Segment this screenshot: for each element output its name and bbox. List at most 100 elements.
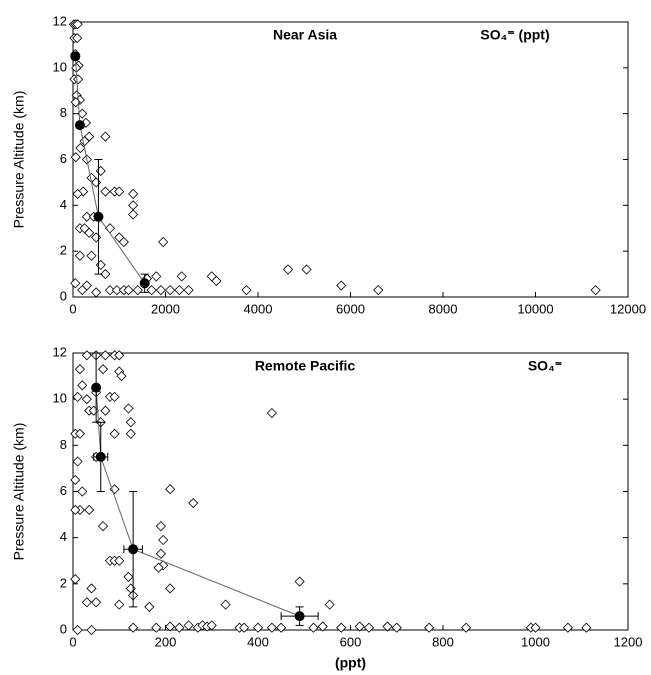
data-point — [128, 622, 139, 633]
mean-point — [93, 211, 104, 222]
data-point — [70, 278, 81, 289]
data-point — [95, 259, 106, 270]
data-point — [91, 287, 102, 298]
y-tick-label: 0 — [60, 288, 67, 303]
data-point — [100, 131, 111, 142]
data-point — [165, 484, 176, 495]
data-point — [165, 621, 176, 632]
data-point — [95, 165, 106, 177]
x-tick-label: 2000 — [151, 301, 180, 316]
data-point — [111, 285, 123, 296]
data-point — [77, 486, 88, 497]
data-point — [165, 583, 176, 594]
data-point — [70, 152, 81, 163]
data-point — [128, 188, 139, 199]
y-tick-label: 8 — [60, 437, 67, 452]
y-tick-label: 2 — [60, 575, 67, 590]
data-point — [590, 285, 601, 296]
plot-frame — [72, 21, 629, 298]
data-point — [155, 285, 166, 296]
data-point — [354, 621, 365, 632]
data-point — [241, 285, 252, 296]
data-point — [81, 597, 92, 608]
data-point — [317, 621, 328, 632]
data-point — [123, 285, 134, 296]
data-point — [153, 562, 164, 573]
mean-point — [139, 278, 150, 289]
data-point — [70, 474, 81, 486]
data-point — [75, 142, 86, 154]
mean-point — [91, 382, 102, 393]
x-tick-label: 10000 — [517, 301, 553, 316]
data-point — [266, 622, 277, 633]
data-point — [123, 403, 134, 414]
data-point — [336, 280, 347, 291]
data-point — [100, 186, 111, 197]
data-point — [86, 250, 97, 261]
mean-point — [74, 120, 85, 131]
x-tick-label: 1000 — [521, 634, 550, 649]
data-point — [100, 350, 111, 361]
data-point — [91, 597, 102, 608]
x-tick-label: 8000 — [429, 301, 458, 316]
data-point — [100, 405, 111, 416]
data-point — [151, 622, 162, 633]
data-point — [73, 74, 84, 85]
mean-point — [70, 51, 81, 62]
data-point — [128, 200, 139, 211]
data-point — [74, 364, 86, 375]
data-point — [109, 428, 120, 439]
data-point — [324, 599, 335, 610]
data-point — [276, 622, 287, 633]
data-point — [70, 574, 81, 585]
data-point — [176, 271, 187, 282]
data-point — [424, 622, 435, 633]
x-tick-label: 600 — [340, 634, 362, 649]
data-point — [77, 380, 88, 391]
data-point — [74, 428, 86, 439]
data-point — [81, 394, 92, 405]
data-point — [81, 350, 92, 361]
data-point — [72, 19, 83, 30]
data-point — [146, 285, 157, 296]
data-point — [100, 269, 111, 280]
y-tick-label: 0 — [60, 621, 67, 636]
data-point — [206, 620, 217, 631]
data-point — [132, 285, 143, 296]
y-tick-label: 2 — [60, 243, 67, 258]
data-point — [86, 583, 97, 594]
data-point — [72, 624, 83, 636]
data-point — [158, 534, 169, 546]
data-point — [104, 285, 116, 296]
data-point — [72, 391, 83, 402]
data-point — [125, 417, 136, 428]
y-tick-label: 4 — [60, 197, 67, 212]
mean-point — [95, 451, 106, 462]
data-point — [125, 428, 136, 439]
mean-line — [74, 56, 146, 284]
data-point — [282, 264, 294, 275]
data-point — [461, 622, 472, 633]
y-tick-label: 10 — [53, 59, 67, 74]
data-point — [97, 364, 109, 375]
data-point — [391, 622, 402, 633]
data-point — [128, 209, 139, 220]
data-point — [109, 391, 120, 402]
data-point — [72, 188, 83, 199]
data-point — [165, 285, 176, 296]
x-tick-label: 200 — [155, 634, 177, 649]
data-point — [239, 622, 250, 633]
plot-frame — [72, 352, 629, 631]
data-point — [158, 236, 169, 248]
y-tick-label: 10 — [53, 391, 67, 406]
data-point — [183, 620, 194, 631]
annotation: SO₄⁼ (ppt) — [480, 27, 549, 43]
data-point — [151, 271, 162, 282]
data-point — [86, 624, 97, 636]
data-point — [97, 521, 109, 532]
data-point — [114, 186, 125, 197]
data-point — [91, 232, 102, 243]
data-point — [308, 622, 319, 633]
x-axis-label: (ppt) — [335, 655, 366, 671]
